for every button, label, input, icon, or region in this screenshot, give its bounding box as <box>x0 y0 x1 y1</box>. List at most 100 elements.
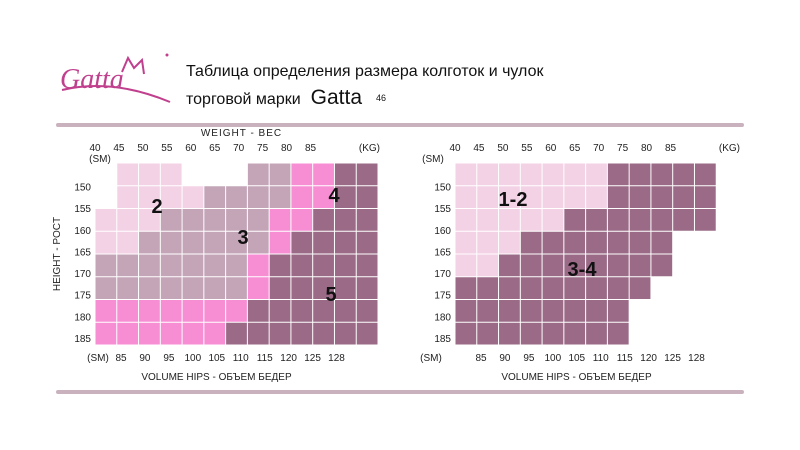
left-height-tick: 185 <box>74 334 91 345</box>
right-hip-tick: 85 <box>475 353 487 364</box>
right-weight-tick: 40 <box>449 143 461 154</box>
left-zone-cell <box>269 276 378 300</box>
right-zone-cell <box>455 163 608 186</box>
right-height-tick: 155 <box>434 204 451 215</box>
left-zone-cell <box>225 322 378 345</box>
right-weight-tick: 60 <box>545 143 557 154</box>
zone-label-4: 4 <box>328 185 340 207</box>
right-weight-tick: 85 <box>665 143 677 154</box>
left-bottom-axis-title: VOLUME HIPS - ОБЪЕМ БЕДЕР <box>141 372 292 383</box>
left-hip-tick: 110 <box>233 353 249 364</box>
right-zone-cell <box>455 276 651 300</box>
left-zone-cell <box>160 208 270 232</box>
left-weight-tick: 75 <box>257 143 269 154</box>
right-height-tick: 170 <box>434 269 451 280</box>
right-weight-unit: (KG) <box>719 143 740 154</box>
right-zone-cell <box>607 163 717 186</box>
right-weight-tick: 65 <box>569 143 581 154</box>
right-weight-tick: 75 <box>617 143 629 154</box>
right-weight-tick: 50 <box>497 143 509 154</box>
right-height-tick: 180 <box>434 312 451 323</box>
right-weight-tick: 45 <box>473 143 485 154</box>
left-zone-cell <box>95 299 248 323</box>
left-hip-unit: (SM) <box>87 353 109 364</box>
right-hip-tick: 115 <box>617 353 633 364</box>
right-hip-tick: 105 <box>568 353 585 364</box>
left-weight-tick: 55 <box>161 143 173 154</box>
left-height-tick: 180 <box>74 312 91 323</box>
left-weight-tick: 60 <box>185 143 197 154</box>
zone-label-2: 2 <box>151 196 162 218</box>
left-zone-cell <box>269 254 378 277</box>
left-zone-cell <box>95 208 161 232</box>
right-bottom-axis-title: VOLUME HIPS - ОБЪЕМ БЕДЕР <box>501 372 652 383</box>
page-title-line2: торговой марки Gatta 46 <box>186 86 386 110</box>
left-weight-tick: 40 <box>89 143 101 154</box>
left-hip-tick: 95 <box>163 353 175 364</box>
left-hip-tick: 90 <box>139 353 151 364</box>
zone-label-1-2: 1-2 <box>499 189 528 211</box>
right-hip-tick: 90 <box>499 353 511 364</box>
left-weight-unit: (KG) <box>359 143 380 154</box>
right-zone-cell <box>520 231 673 254</box>
logo-swoosh <box>61 85 171 103</box>
left-height-tick: 170 <box>74 269 91 280</box>
logo-dot <box>165 53 169 57</box>
left-height-tick: 165 <box>74 247 91 258</box>
right-height-tick: 185 <box>434 334 451 345</box>
left-zone-cell <box>247 254 270 277</box>
right-hip-unit: (SM) <box>420 353 442 364</box>
right-weight-tick: 55 <box>521 143 533 154</box>
right-height-tick: 175 <box>434 291 451 302</box>
left-height-tick: 155 <box>74 204 91 215</box>
right-hip-tick: 95 <box>523 353 535 364</box>
page-title-line1: Таблица определения размера колготок и ч… <box>186 63 544 80</box>
left-hip-tick: 125 <box>304 353 321 364</box>
left-y-axis-title: HEIGHT - POCT <box>52 217 63 291</box>
left-weight-tick: 85 <box>305 143 317 154</box>
left-height-unit: (SM) <box>89 154 111 165</box>
zone-label-3: 3 <box>237 227 248 249</box>
gatta-logo: Gatta <box>60 53 171 103</box>
bottom-rule <box>56 390 744 394</box>
left-zone-cell <box>247 276 270 300</box>
left-hip-tick: 85 <box>115 353 127 364</box>
page-number: 46 <box>376 93 387 103</box>
left-zone-cell <box>95 254 248 277</box>
left-weight-tick: 50 <box>137 143 149 154</box>
left-top-axis-title: WEIGHT - ВЕС <box>201 128 282 139</box>
right-hip-tick: 120 <box>640 353 657 364</box>
right-zone-cell <box>455 185 608 209</box>
right-height-tick: 150 <box>434 183 451 194</box>
cat-ear-icon <box>121 55 145 75</box>
left-zone-cell <box>269 231 291 254</box>
right-hip-tick: 110 <box>593 353 609 364</box>
right-zone-cell <box>455 208 564 232</box>
right-height-tick: 165 <box>434 247 451 258</box>
zone-label-3-4: 3-4 <box>568 259 598 281</box>
right-weight-tick: 80 <box>641 143 653 154</box>
left-zone-cell <box>116 163 183 186</box>
right-weight-tick: 70 <box>593 143 605 154</box>
right-hip-tick: 100 <box>544 353 561 364</box>
right-hip-tick: 128 <box>688 353 705 364</box>
right-height-tick: 160 <box>434 226 451 237</box>
left-weight-tick: 70 <box>233 143 245 154</box>
left-height-tick: 160 <box>74 226 91 237</box>
zone-label-5: 5 <box>325 284 336 306</box>
right-height-unit: (SM) <box>422 154 444 165</box>
right-zone-cell <box>607 185 717 209</box>
right-zone-cell <box>563 208 717 232</box>
brand-name: Gatta <box>310 86 363 109</box>
left-hip-tick: 128 <box>328 353 345 364</box>
title-subtext: торговой марки <box>186 91 301 108</box>
left-zone-cell <box>312 208 378 232</box>
left-weight-tick: 45 <box>113 143 125 154</box>
left-height-tick: 175 <box>74 291 91 302</box>
logo-text: Gatta <box>60 64 124 95</box>
top-rule <box>56 123 744 127</box>
left-hip-tick: 100 <box>184 353 201 364</box>
left-weight-tick: 80 <box>281 143 293 154</box>
right-zone-cell <box>455 231 521 254</box>
